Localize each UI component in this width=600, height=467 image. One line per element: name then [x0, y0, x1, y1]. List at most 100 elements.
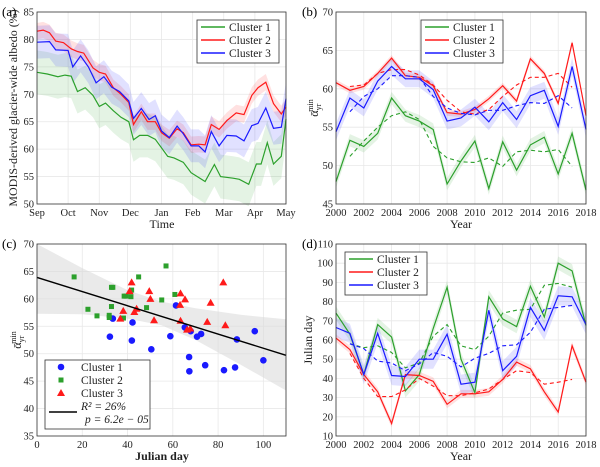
x-tick-label: 2006	[409, 440, 430, 451]
y-tick-label: 60	[24, 145, 35, 156]
data-point	[120, 315, 126, 321]
data-point	[106, 333, 114, 341]
y-tick-label: 50	[24, 200, 35, 211]
data-point	[231, 364, 239, 371]
y-tick-label: 20	[323, 412, 334, 423]
data-point	[260, 356, 267, 364]
legend-swatch	[57, 389, 65, 396]
x-tick-label: May	[276, 208, 296, 219]
data-point	[116, 314, 125, 322]
x-tick-label: 40	[122, 440, 133, 451]
y-tick-label: 75	[24, 62, 35, 73]
data-point	[220, 366, 228, 374]
data-point	[221, 321, 230, 329]
x-tick-label: Jan	[155, 208, 170, 219]
x-tick-label: 2000	[326, 440, 347, 451]
x-tick-label: 2008	[437, 208, 458, 219]
x-tick-label: 0	[34, 440, 39, 451]
trend-line	[349, 282, 573, 369]
uncertainty-band	[336, 91, 586, 197]
data-point	[106, 315, 112, 321]
series-line	[335, 337, 587, 426]
uncertainty-band	[37, 21, 286, 154]
data-point	[150, 316, 159, 324]
series-line	[36, 29, 287, 146]
x-tick-label: 2004	[381, 208, 403, 219]
legend-p-value: p = 6.2e − 05	[84, 414, 149, 426]
y-tick-label: 45	[323, 200, 334, 211]
y-tick-label: 80	[323, 297, 334, 308]
data-point	[219, 278, 228, 286]
panel-label: (b)	[302, 4, 317, 19]
series-line	[36, 71, 287, 186]
y-tick-label: 85	[24, 8, 35, 19]
panel-b: (b) Year ᾱyrmin 45 50 55 60 65 70 2000 2002 2004…	[302, 4, 597, 231]
panel-d: (d) Year Julian day 10 20 30 40 50 60 70 80 90 10…	[301, 236, 597, 463]
x-axis-label: Year	[450, 217, 472, 231]
uncertainty-band	[37, 50, 286, 207]
x-tick-label: 2002	[353, 208, 374, 219]
legend-swatch	[58, 377, 64, 383]
axes-box	[335, 243, 587, 437]
data-point	[159, 297, 165, 303]
y-tick-label: 70	[323, 316, 334, 327]
x-tick-label: 2012	[492, 440, 513, 451]
y-axis-label: ᾱyrmin	[9, 331, 26, 348]
data-point	[119, 306, 128, 314]
x-tick-label: 2000	[326, 208, 347, 219]
data-point	[136, 274, 142, 280]
trend-line	[349, 75, 573, 116]
data-point	[94, 313, 100, 319]
y-axis-label: MODIS-derived glacier-wide albedo (%)	[6, 9, 20, 206]
x-axis-label: Time	[150, 217, 175, 231]
panel-c: (c) Julian day ᾱyrmin 35 40 45 50 55 60 65 70 0 2…	[2, 236, 287, 463]
axes-box	[335, 11, 587, 205]
y-tick-label: 10	[323, 432, 334, 443]
y-tick-label: 50	[323, 161, 334, 172]
series-line	[335, 65, 587, 133]
legend-label: Cluster 2	[229, 35, 271, 47]
y-tick-label: 50	[24, 349, 35, 360]
data-point	[201, 361, 209, 369]
x-axis-label: Julian day	[135, 449, 189, 463]
x-tick-label: Oct	[61, 208, 76, 219]
uncertainty-band	[37, 25, 286, 169]
y-tick-label: 70	[24, 240, 35, 251]
y-tick-label: 55	[323, 123, 334, 134]
x-tick-label: 100	[255, 440, 271, 451]
y-tick-label: 65	[323, 46, 334, 57]
y-tick-label: 90	[323, 278, 334, 289]
legend-label: Cluster 1	[377, 254, 419, 266]
legend-label: Cluster 3	[81, 388, 123, 400]
data-point	[206, 298, 215, 306]
y-tick-label: 50	[323, 355, 334, 366]
y-tick-label: 60	[323, 336, 334, 347]
y-tick-label: 30	[323, 393, 334, 404]
y-tick-label: 70	[323, 8, 334, 19]
legend-swatch	[57, 363, 65, 371]
axes-box	[36, 243, 287, 437]
data-point	[186, 367, 193, 375]
uncertainty-band	[336, 58, 586, 141]
y-tick-label: 65	[24, 267, 35, 278]
x-tick-label: 2016	[548, 208, 569, 219]
x-tick-label: 2002	[353, 440, 374, 451]
uncertainty-band	[336, 334, 586, 428]
legend-label: Cluster 3	[377, 280, 419, 292]
y-tick-label: 60	[323, 84, 334, 95]
x-tick-label: 2018	[576, 208, 597, 219]
x-tick-label: 2014	[520, 208, 542, 219]
x-tick-label: Feb	[185, 208, 201, 219]
x-tick-label: 2004	[381, 440, 403, 451]
x-tick-label: 60	[168, 440, 179, 451]
legend-label: Cluster 2	[81, 375, 123, 387]
data-point	[163, 263, 169, 269]
x-tick-label: 2008	[437, 440, 458, 451]
legend-label: Cluster 2	[377, 267, 419, 279]
x-tick-label: 20	[77, 440, 88, 451]
